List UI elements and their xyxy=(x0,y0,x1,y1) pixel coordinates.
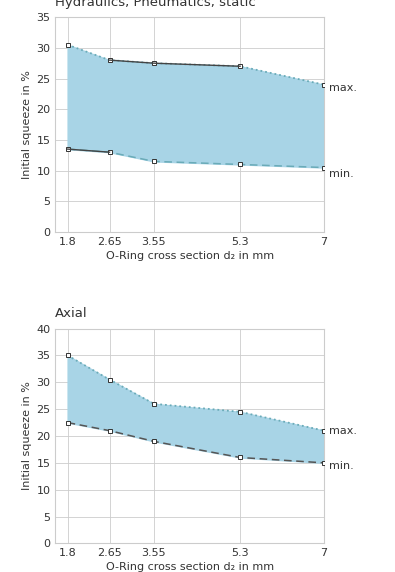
Y-axis label: Initial squeeze in %: Initial squeeze in % xyxy=(22,70,32,179)
X-axis label: O-Ring cross section d₂ in mm: O-Ring cross section d₂ in mm xyxy=(105,562,274,572)
Text: max.: max. xyxy=(329,83,357,93)
Text: min.: min. xyxy=(329,460,354,471)
Text: max.: max. xyxy=(329,426,357,436)
Y-axis label: Initial squeeze in %: Initial squeeze in % xyxy=(22,382,32,490)
Text: Hydraulics, Pneumatics, static: Hydraulics, Pneumatics, static xyxy=(55,0,256,9)
Text: min.: min. xyxy=(329,169,354,178)
Text: Axial: Axial xyxy=(55,307,88,320)
X-axis label: O-Ring cross section d₂ in mm: O-Ring cross section d₂ in mm xyxy=(105,251,274,261)
